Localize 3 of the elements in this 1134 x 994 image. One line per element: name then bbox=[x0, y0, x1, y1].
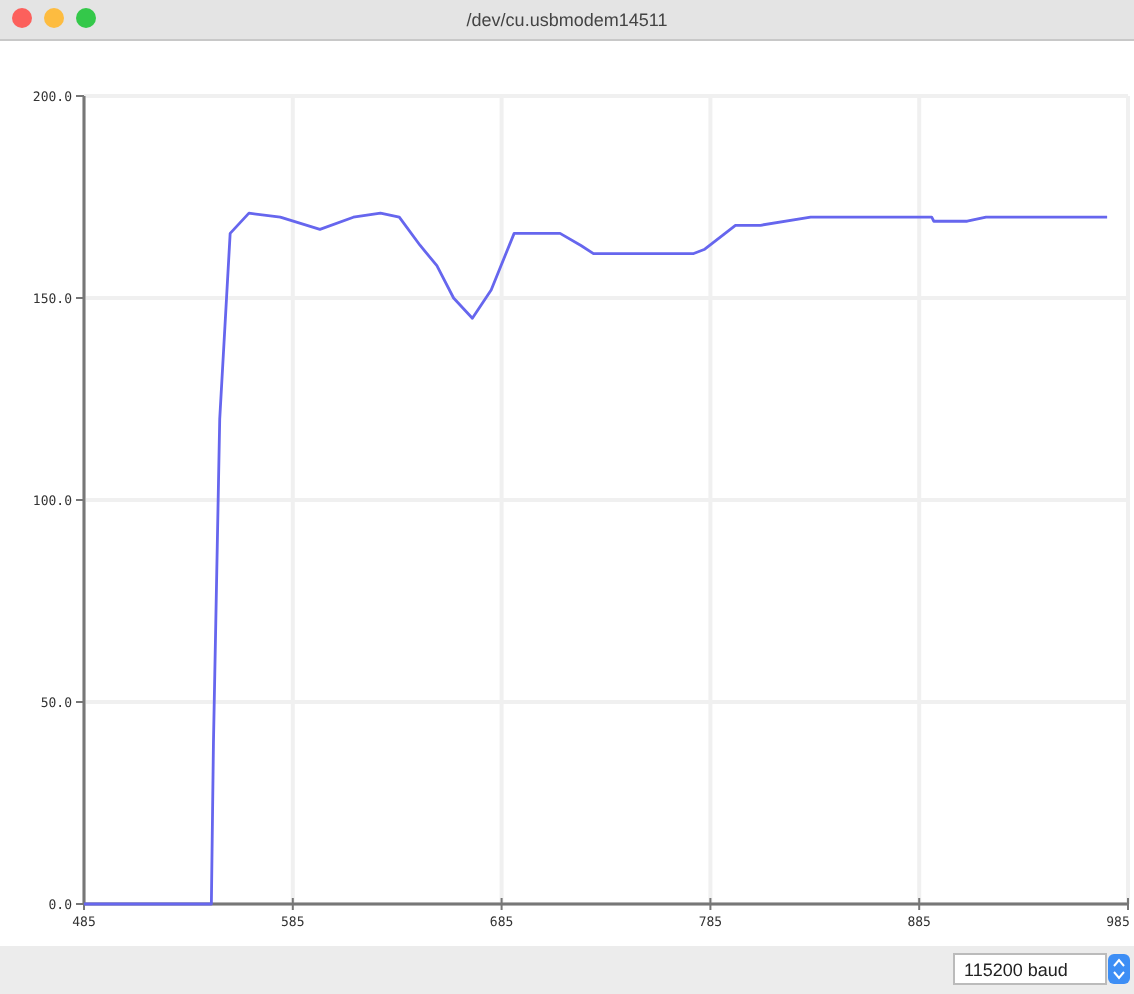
line-series bbox=[82, 211, 1109, 906]
text: 115200 baud bbox=[964, 960, 1068, 980]
chart-title: /dev/cu.usbmodem14511 bbox=[466, 10, 668, 30]
